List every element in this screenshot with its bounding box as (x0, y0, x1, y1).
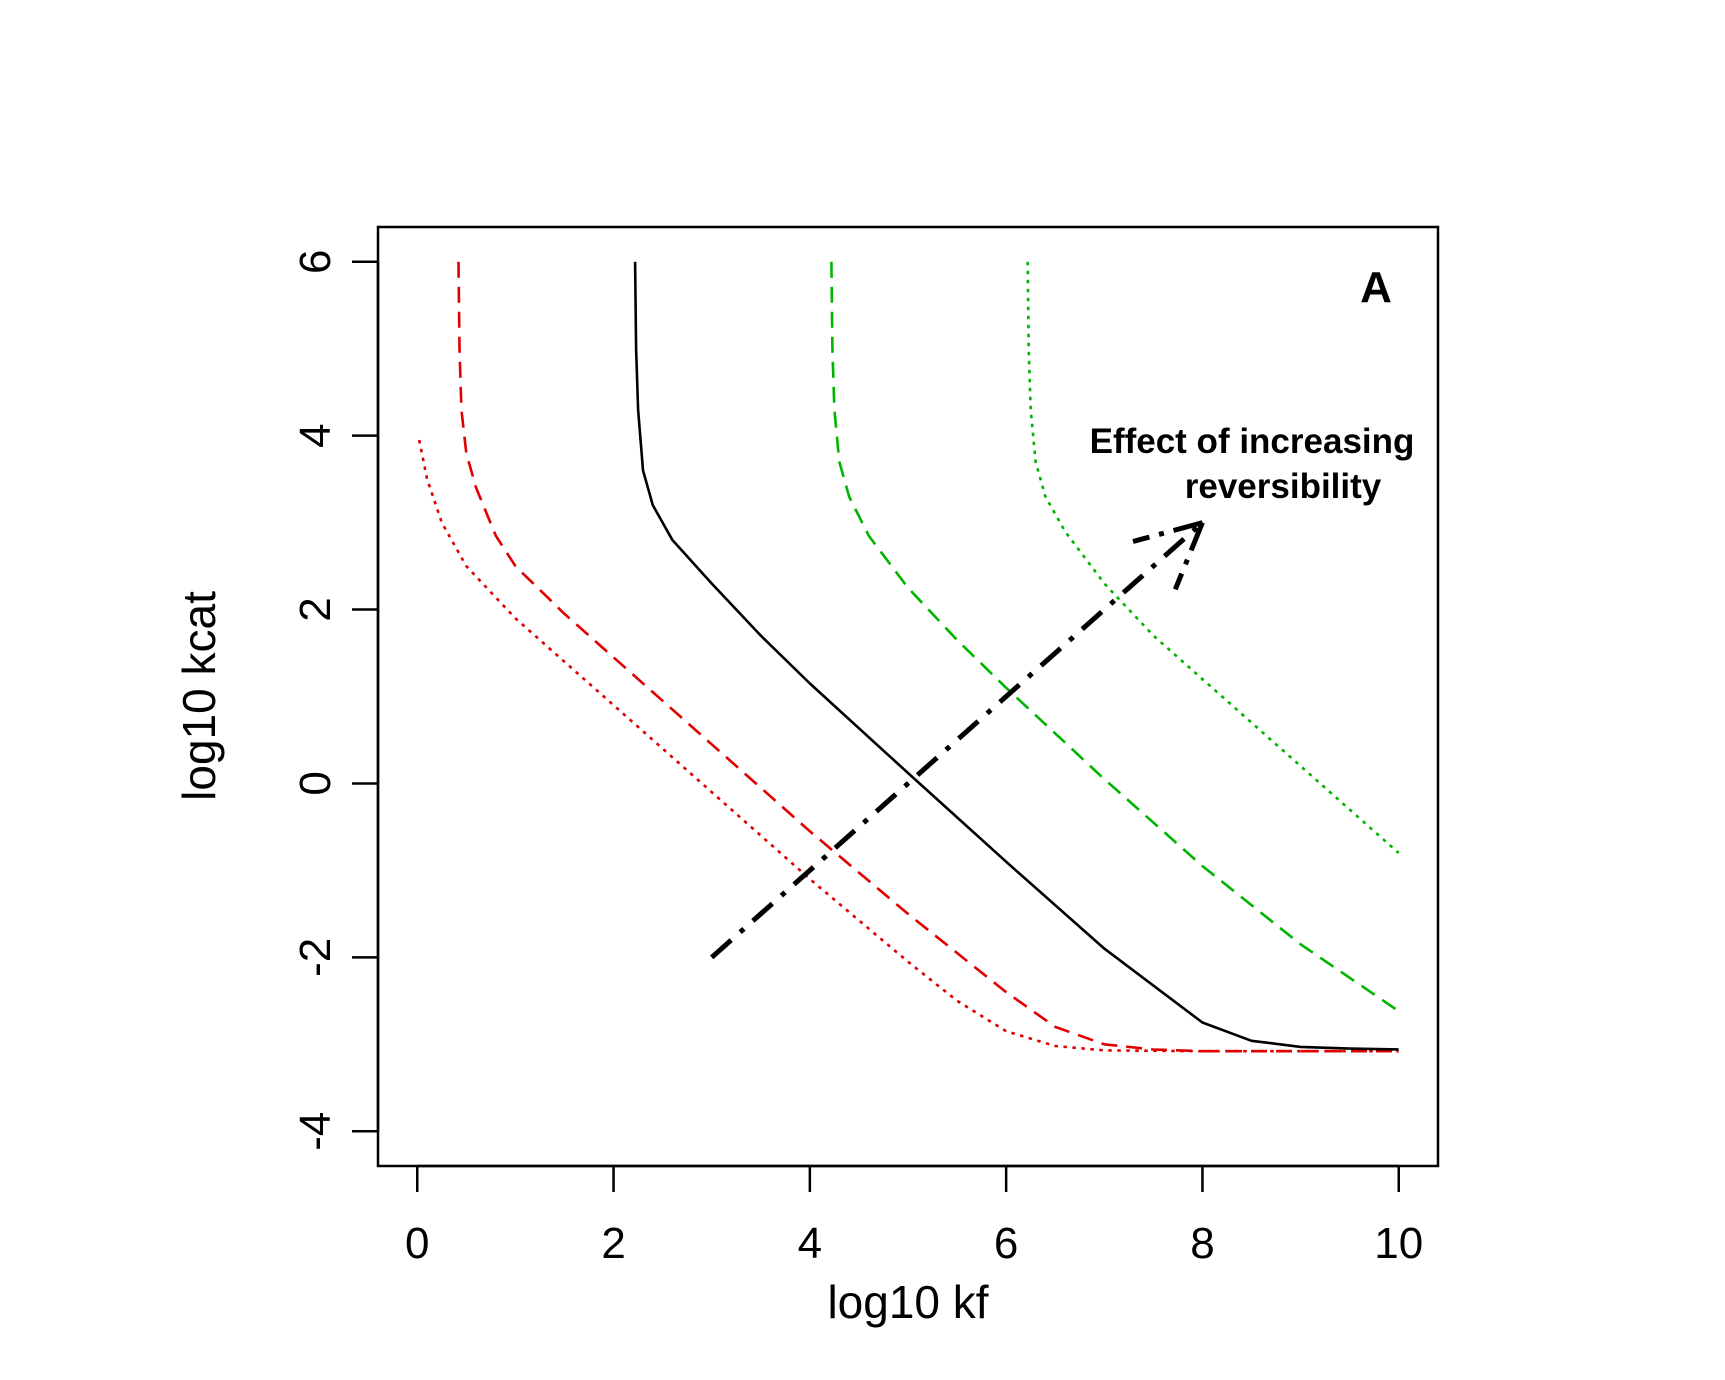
x-axis: 0 2 4 6 8 10 (405, 1164, 1423, 1268)
arrow-head-right (1172, 521, 1205, 591)
annotation-line-2: reversibility (1185, 467, 1382, 506)
y-axis: -4 -2 0 2 4 6 (291, 250, 380, 1151)
y-tick-label: 4 (291, 423, 340, 447)
x-tick-label: 8 (1190, 1219, 1214, 1268)
panel-label: A (1360, 263, 1392, 312)
series-layer (417, 261, 1400, 1053)
y-axis-title: log10 kcat (173, 591, 225, 801)
series-line (457, 261, 1399, 1053)
x-axis-title: log10 kf (827, 1276, 988, 1328)
series-line (417, 439, 1399, 1053)
x-tick-label: 2 (601, 1219, 625, 1268)
y-tick-label: -2 (291, 938, 340, 977)
y-tick-label: -4 (291, 1112, 340, 1151)
x-tick-label: 0 (405, 1219, 429, 1268)
x-tick-label: 10 (1374, 1219, 1423, 1268)
x-tick-label: 4 (798, 1219, 822, 1268)
plot-frame (376, 225, 1440, 1168)
series-line (830, 261, 1400, 1013)
y-tick-label: 2 (291, 597, 340, 621)
y-tick-label: 6 (291, 250, 340, 274)
arrow-layer (710, 520, 1205, 960)
y-tick-label: 0 (291, 771, 340, 795)
arrow-shaft (710, 520, 1205, 960)
annotation-line-1: Effect of increasing (1090, 422, 1415, 461)
arrow-head-left (1132, 520, 1204, 544)
x-tick-label: 6 (994, 1219, 1018, 1268)
series-line (633, 261, 1399, 1051)
series-line (1026, 261, 1400, 854)
